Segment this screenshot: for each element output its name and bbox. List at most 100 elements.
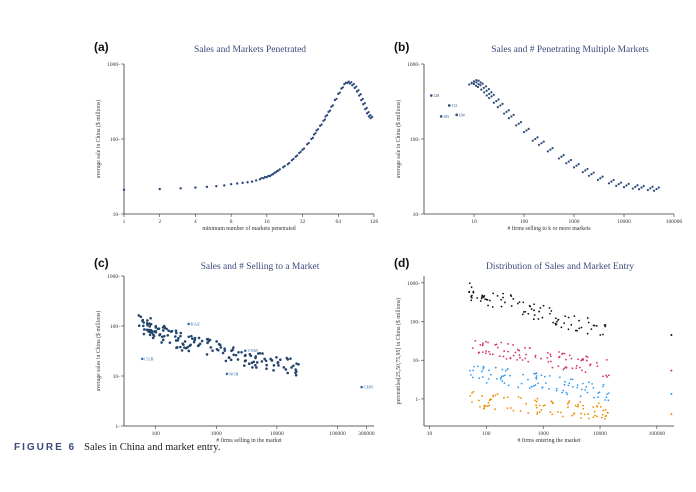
data-point-p50 [482,365,485,368]
data-point-p75 [605,374,608,377]
data-point [320,123,323,126]
data-point-p50 [591,383,593,385]
data-point-p75 [578,366,581,369]
data-point [371,115,374,118]
data-point-p75 [487,341,489,344]
data-point-p50 [541,386,543,389]
x-axis-label: # firms entering the market [517,437,580,444]
data-point-p75 [586,356,589,358]
data-point-p25 [542,404,545,407]
data-point [569,158,573,162]
labeled-point [187,322,190,326]
data-point-p95 [532,318,535,321]
data-point [536,136,539,139]
data-point-p25 [486,405,489,408]
data-point [145,328,149,332]
data-point-p75 [498,355,501,358]
data-point [268,174,272,178]
y-tick-label: 1- [115,424,120,430]
outlier-p25 [670,413,673,416]
data-point [655,187,658,191]
data-point-p75 [479,344,482,346]
data-point [584,169,587,172]
x-tick-label: 64 [336,219,342,225]
labeled-point [225,372,229,376]
data-point [265,175,269,179]
data-point-p25 [519,410,522,412]
data-point [470,82,473,85]
data-point [288,161,291,165]
data-point [197,336,201,340]
outlier-p75 [670,369,673,372]
data-point-p75 [509,356,512,359]
data-point-p95 [482,295,485,298]
data-point-p95 [602,333,604,336]
data-point [180,349,184,352]
data-point-p75 [489,353,492,356]
data-point [205,353,209,356]
data-point-p50 [545,382,547,385]
data-point-p50 [504,369,507,372]
x-tick-label: 16 [264,219,270,225]
data-point [234,353,238,357]
data-point-p50 [606,393,608,395]
data-point-p25 [580,412,582,415]
data-point [160,341,163,344]
data-point-p95 [604,324,607,326]
data-point [549,148,552,151]
data-point-p75 [607,374,610,377]
data-point-p25 [494,408,496,411]
data-point-p75 [549,355,552,358]
data-point-p50 [528,387,531,390]
data-point [292,364,295,368]
data-point-p75 [596,365,599,368]
data-point-p95 [509,294,512,296]
data-point [148,333,152,337]
data-point-p25 [596,415,598,418]
data-point-p25 [587,417,590,420]
data-point [314,132,317,135]
data-point [562,154,565,157]
data-point [551,147,554,150]
data-point-p75 [562,368,565,371]
data-point-p95 [521,313,524,316]
data-point-p25 [597,402,600,405]
data-point-p50 [473,365,475,368]
data-point [170,329,174,333]
data-point [209,346,213,349]
data-point [179,345,182,349]
data-point-p25 [525,402,527,405]
data-point-p75 [505,357,508,360]
data-point-p75 [605,358,608,361]
data-point-p25 [592,406,595,408]
data-point [295,362,298,365]
data-point [264,359,268,363]
data-point [540,142,543,145]
data-point [312,133,316,136]
y-tick-label: 1000- [407,281,420,287]
data-point-p25 [512,409,515,412]
data-point-p25 [481,395,483,397]
data-point-p95 [491,306,494,308]
point-label: VNM [247,348,258,353]
data-point-p25 [592,416,595,419]
data-point-p25 [483,407,486,409]
data-point [625,184,628,187]
data-point-p25 [540,409,543,411]
data-point [231,348,234,352]
data-point-p75 [500,341,503,344]
data-point [174,335,177,338]
data-point [149,322,153,326]
data-point-p75 [551,366,554,369]
data-point-p75 [577,358,579,361]
data-point [290,366,293,369]
data-point [361,97,364,100]
data-point-p75 [503,350,506,352]
data-point [363,101,366,105]
data-point-p75 [580,369,583,372]
data-point-p95 [481,294,484,297]
x-tick-label: 1 [123,219,126,225]
data-point [279,358,282,362]
data-point [607,182,611,185]
data-point-p50 [537,382,539,385]
